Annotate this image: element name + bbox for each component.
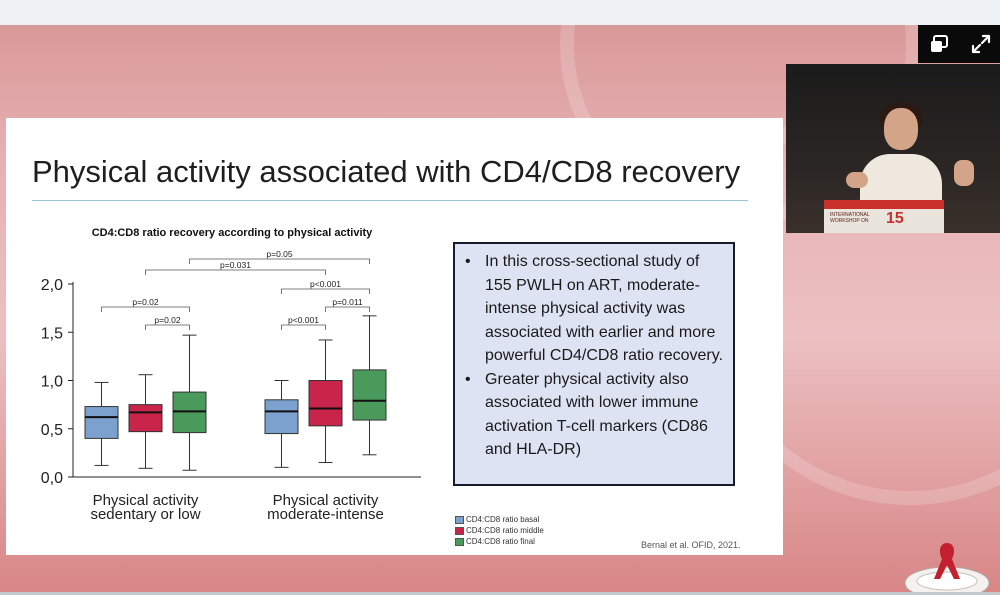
y-tick-label: 0,0: [41, 470, 63, 487]
category-label: Physical activity: [93, 492, 199, 509]
box: [352, 369, 387, 421]
picture-in-picture-button[interactable]: [928, 33, 950, 55]
top-bar: [0, 0, 1000, 25]
title-divider: [32, 200, 748, 201]
podium-text: INTERNATIONAL WORKSHOP ON: [830, 212, 870, 224]
event-logo: [900, 535, 994, 592]
summary-bullet: In this cross-sectional study of 155 PWL…: [463, 250, 725, 368]
box: [84, 406, 119, 439]
significance-bracket: [101, 306, 190, 312]
significance-bracket: [145, 269, 326, 275]
legend-item-middle: CD4:CD8 ratio middle: [455, 525, 544, 536]
p-value-label: p<0.001: [310, 279, 341, 289]
chart-legend: CD4:CD8 ratio basal CD4:CD8 ratio middle…: [455, 514, 544, 547]
podium-band: [824, 200, 944, 209]
video-controls: [918, 25, 1000, 63]
category-label: Physical activity: [273, 492, 379, 509]
category-label: moderate-intense: [267, 506, 384, 523]
legend-swatch: [455, 526, 464, 535]
citation: Bernal et al. OFID, 2021.: [641, 540, 741, 550]
legend-item-final: CD4:CD8 ratio final: [455, 536, 544, 547]
significance-bracket: [281, 324, 326, 330]
legend-label: CD4:CD8 ratio final: [466, 537, 535, 546]
p-value-label: p<0.001: [288, 315, 319, 325]
legend-swatch: [455, 515, 464, 524]
category-label: sedentary or low: [90, 506, 200, 523]
p-value-label: p=0.02: [154, 315, 181, 325]
box: [128, 404, 163, 433]
podium-logo: 15: [886, 210, 904, 227]
significance-bracket: [281, 288, 370, 294]
p-value-label: p=0.02: [132, 297, 159, 307]
p-value-label: p=0.031: [220, 260, 251, 270]
y-tick-label: 2,0: [41, 277, 63, 294]
significance-bracket: [325, 306, 370, 312]
significance-bracket: [145, 324, 190, 330]
legend-label: CD4:CD8 ratio middle: [466, 526, 544, 535]
y-tick-label: 0,5: [41, 422, 63, 439]
summary-bullet: Greater physical activity also associate…: [463, 368, 725, 462]
speaker-webcam[interactable]: INTERNATIONAL WORKSHOP ON 15: [786, 64, 1000, 233]
speaker-head: [884, 108, 918, 150]
y-tick-label: 1,5: [41, 325, 63, 342]
speaker-hand: [846, 172, 868, 188]
presentation-slide: Physical activity associated with CD4/CD…: [6, 118, 783, 555]
summary-box: In this cross-sectional study of 155 PWL…: [453, 242, 735, 486]
legend-swatch: [455, 537, 464, 546]
legend-item-basal: CD4:CD8 ratio basal: [455, 514, 544, 525]
p-value-label: p=0.011: [332, 297, 363, 307]
significance-bracket: [189, 258, 370, 264]
fullscreen-button[interactable]: [970, 33, 992, 55]
legend-label: CD4:CD8 ratio basal: [466, 515, 540, 524]
p-value-label: p=0.05: [266, 249, 293, 259]
bottom-bar: [0, 592, 1000, 595]
y-tick-label: 1,0: [41, 374, 63, 391]
box-plot-chart: CD4:CD8 ratio recovery according to phys…: [41, 227, 421, 523]
speaker-hand: [954, 160, 974, 186]
box: [308, 380, 343, 427]
pip-icon: [931, 35, 948, 52]
expand-icon: [971, 34, 991, 54]
chart-title: CD4:CD8 ratio recovery according to phys…: [92, 227, 373, 239]
slide-title: Physical activity associated with CD4/CD…: [32, 154, 741, 189]
box: [264, 399, 299, 435]
